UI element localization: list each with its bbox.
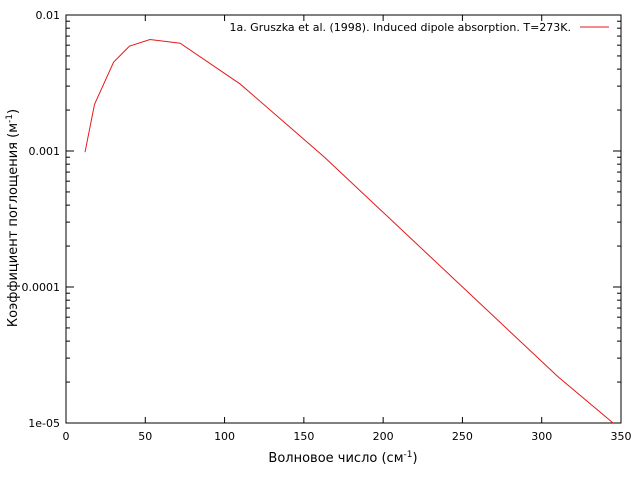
- x-axis-title-tail: ): [412, 451, 417, 466]
- x-tick-label: 300: [531, 430, 552, 443]
- ticks: 0 50 100 150 200 250 300 350 1e-05 0.0001 0.001 0.0…: [22, 9, 632, 443]
- series-layer: [84, 38, 614, 424]
- plot-frame: [65, 14, 622, 424]
- y-tick-label: 0.001: [29, 145, 61, 158]
- x-tick-label: 0: [63, 430, 70, 443]
- x-tick-label: 250: [452, 430, 473, 443]
- legend-label: 1a. Gruszka et al. (1998). Induced dipol…: [229, 21, 571, 34]
- x-tick-label: 200: [373, 430, 394, 443]
- series-line: [84, 38, 614, 424]
- y-axis-title-sup: -1: [5, 114, 15, 123]
- legend: 1a. Gruszka et al. (1998). Induced dipol…: [229, 21, 609, 34]
- x-axis-title-text: Волновое число (см: [268, 451, 403, 466]
- x-tick-label: 100: [214, 430, 235, 443]
- x-axis-title-sup: -1: [404, 450, 413, 460]
- y-tick-label: 0.0001: [22, 281, 61, 294]
- y-tick-label: 1e-05: [28, 417, 60, 430]
- y-axis-title-tail: ): [6, 109, 21, 114]
- axes: [65, 14, 622, 424]
- x-axis-title: Волновое число (см-1): [268, 450, 417, 466]
- x-tick-label: 350: [611, 430, 632, 443]
- x-tick-label: 50: [138, 430, 152, 443]
- y-axis-title: Коэффициент поглощения (м-1): [5, 109, 21, 327]
- x-tick-label: 150: [293, 430, 314, 443]
- y-axis-title-text: Коэффициент поглощения (м: [6, 123, 21, 327]
- y-tick-label: 0.01: [36, 9, 61, 22]
